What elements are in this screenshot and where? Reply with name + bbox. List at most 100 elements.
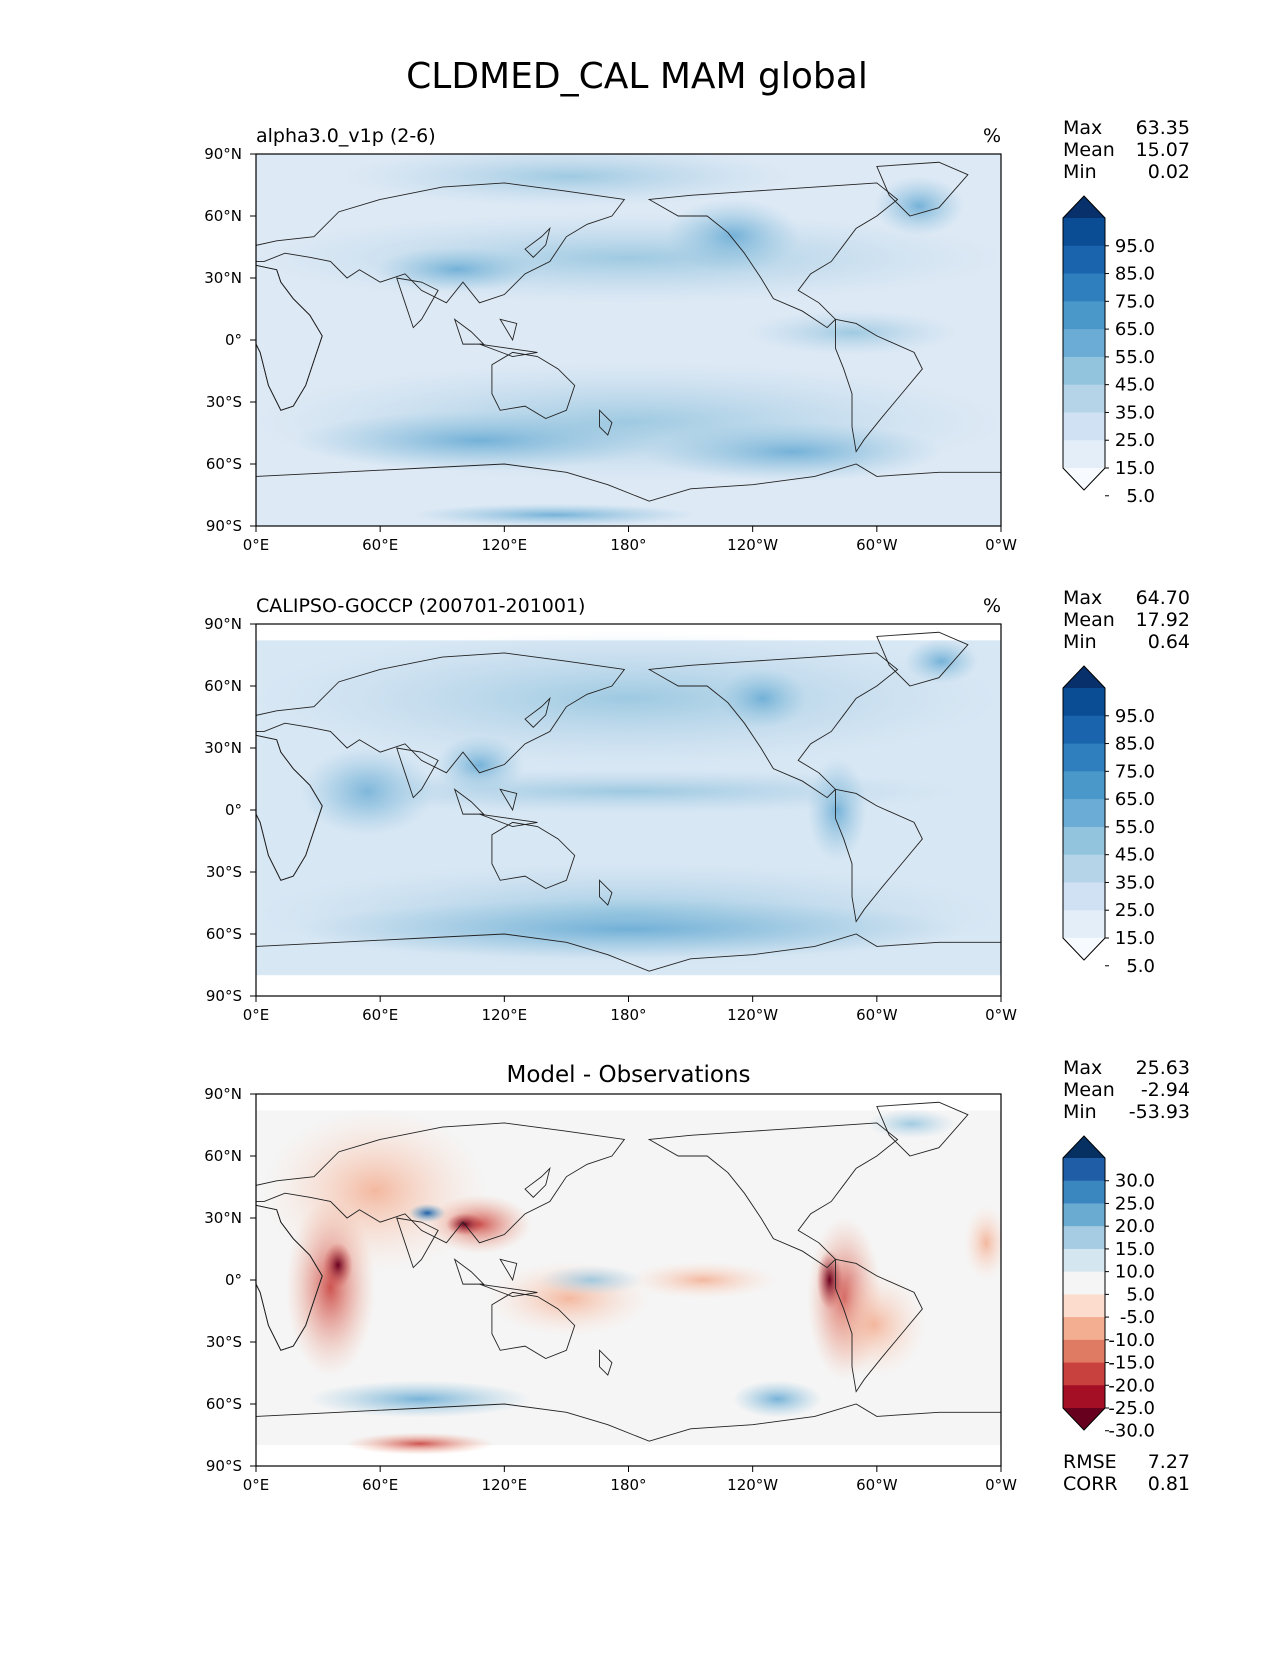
colorbar: 95.0 85.0 75.0 65.0 55.0 45.0 35.0 25.0 15.0 5.0 [1062, 195, 1155, 507]
stat-label: Min [1063, 1101, 1097, 1123]
field-feature [345, 1432, 495, 1455]
lat-tick-label: 90°N [204, 1085, 242, 1103]
colorbar-band [1063, 1339, 1105, 1364]
colorbar-label: 25.0 [1115, 430, 1155, 451]
stat-value: 25.63 [1136, 1057, 1190, 1079]
colorbar-label: 20.0 [1115, 1216, 1155, 1237]
lat-tick-label: 90°N [204, 615, 242, 633]
lat-tick-label: 0° [225, 331, 242, 349]
colorbar-band [1063, 1362, 1105, 1386]
stat-value: 64.70 [1136, 587, 1190, 609]
stat-value: 0.81 [1148, 1473, 1190, 1495]
colorbar-band [1063, 218, 1105, 247]
colorbar-label: 95.0 [1115, 236, 1155, 257]
colorbar-label: -15.0 [1108, 1353, 1155, 1374]
stat-label: Min [1063, 631, 1097, 653]
lon-tick-label: 120°E [482, 1006, 528, 1024]
lat-tick-label: 90°S [206, 1457, 242, 1475]
colorbar-band [1063, 1203, 1105, 1227]
colorbar-band [1063, 854, 1105, 883]
lon-tick-label: 120°W [727, 536, 778, 554]
colorbar-band [1063, 688, 1105, 717]
colorbar-label: -5.0 [1120, 1307, 1155, 1328]
colorbar: 30.025.020.015.010.05.0-5.0-10.0-15.0-20… [1062, 1135, 1155, 1442]
colorbar-band [1063, 882, 1105, 911]
field-feature [375, 247, 540, 292]
lat-tick-label: 60°S [206, 1395, 242, 1413]
field-feature [539, 1265, 644, 1295]
lon-tick-label: 0°W [985, 1006, 1017, 1024]
colorbar-band [1063, 1180, 1105, 1204]
colorbar-band [1063, 826, 1105, 856]
field-feature [643, 421, 942, 482]
colorbar-band [1063, 910, 1105, 939]
lat-tick-label: 30°N [204, 269, 242, 287]
colorbar-extend-top [1063, 196, 1105, 218]
colorbar-label: 10.0 [1115, 1262, 1155, 1283]
lon-tick-label: 120°E [482, 536, 528, 554]
colorbar-extend-bottom [1063, 468, 1105, 490]
colorbar-label: 55.0 [1115, 347, 1155, 368]
lat-tick-label: 60°N [204, 207, 242, 225]
colorbar-label: 85.0 [1115, 264, 1155, 285]
colorbar-label: 85.0 [1115, 734, 1155, 755]
colorbar-band [1063, 440, 1105, 469]
lon-tick-label: 120°E [482, 1476, 528, 1494]
lat-tick-label: 60°N [204, 1147, 242, 1165]
colorbar-label: 5.0 [1126, 486, 1155, 507]
lon-tick-label: 120°W [727, 1476, 778, 1494]
colorbar-label: 15.0 [1115, 1239, 1155, 1260]
colorbar: 95.0 85.0 75.0 65.0 55.0 45.0 35.0 25.0 15.0 5.0 [1062, 665, 1155, 977]
panel-title-left: CALIPSO-GOCCP (200701-201001) [256, 595, 585, 617]
colorbar-label: 75.0 [1115, 761, 1155, 782]
stat-value: -2.94 [1141, 1079, 1190, 1101]
panel-model: alpha3.0_v1p (2-6) % 90°N 60°N 30°N 0° 30°S 60°… [204, 117, 1190, 554]
colorbar-label: 5.0 [1126, 956, 1155, 977]
panel-title-left: alpha3.0_v1p (2-6) [256, 125, 436, 147]
field-feature [285, 1198, 376, 1377]
units-label: % [983, 595, 1001, 617]
colorbar-band [1063, 799, 1105, 828]
lat-tick-label: 60°S [206, 455, 242, 473]
colorbar-label: 55.0 [1115, 817, 1155, 838]
colorbar-label: 25.0 [1115, 900, 1155, 921]
stat-value: 63.35 [1136, 117, 1190, 139]
panel-obs: CALIPSO-GOCCP (200701-201001) % 90°N 60°N 30… [204, 587, 1190, 1024]
field-feature [412, 503, 696, 526]
colorbar-label: -30.0 [1108, 1421, 1155, 1442]
lon-tick-label: 120°W [727, 1006, 778, 1024]
stat-label: Max [1063, 1057, 1102, 1079]
field-feature [866, 1108, 957, 1139]
colorbar-band [1063, 301, 1105, 330]
field-feature [904, 638, 979, 684]
colorbar-band [1063, 245, 1105, 275]
field-feature [628, 1261, 778, 1299]
panel-title-center: Model - Observations [506, 1062, 750, 1088]
stat-label: Mean [1063, 609, 1115, 631]
colorbar-label: -10.0 [1108, 1330, 1155, 1351]
lon-tick-label: 180° [610, 536, 646, 554]
lon-tick-label: 60°E [362, 536, 398, 554]
stat-value: 0.02 [1148, 161, 1190, 183]
colorbar-label: 30.0 [1115, 1171, 1155, 1192]
colorbar-band [1063, 1226, 1105, 1250]
lon-tick-label: 180° [610, 1006, 646, 1024]
colorbar-band [1063, 1248, 1105, 1273]
colorbar-band [1063, 1158, 1105, 1182]
field-feature [345, 154, 793, 207]
map-field [256, 624, 1001, 996]
colorbar-label: -25.0 [1108, 1398, 1155, 1419]
colorbar-label: 65.0 [1115, 789, 1155, 810]
stat-label: Max [1063, 117, 1102, 139]
colorbar-band [1063, 329, 1105, 358]
colorbar-band [1063, 771, 1105, 800]
colorbar-band [1063, 715, 1105, 745]
stat-value: 7.27 [1148, 1451, 1190, 1473]
colorbar-label: 15.0 [1115, 458, 1155, 479]
field-feature [308, 1380, 532, 1418]
colorbar-label: 45.0 [1115, 845, 1155, 866]
colorbar-label: -20.0 [1108, 1375, 1155, 1396]
field-feature [963, 1205, 1001, 1280]
stat-value: 17.92 [1136, 609, 1190, 631]
lat-tick-label: 60°S [206, 925, 242, 943]
